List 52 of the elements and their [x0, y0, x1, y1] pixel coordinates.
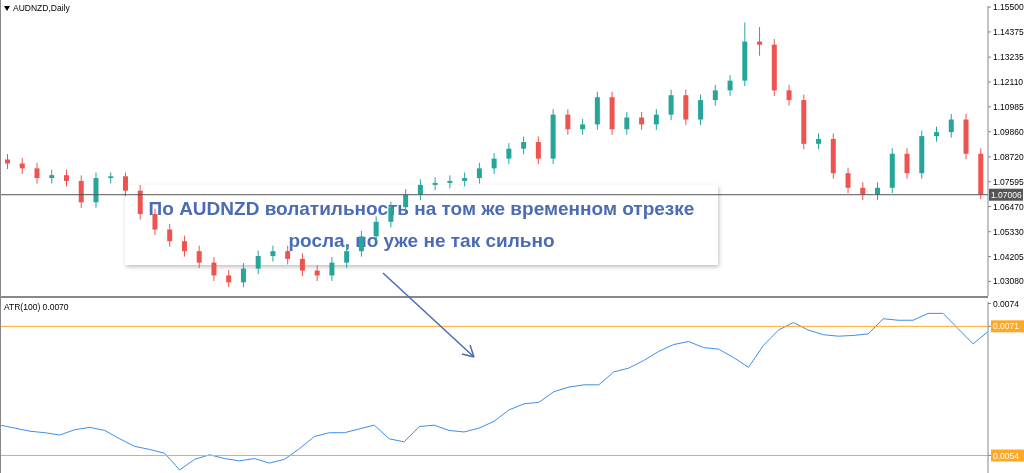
y-tick-label: 0.0071 — [993, 321, 1020, 332]
candlestick — [757, 26, 763, 57]
candlestick — [535, 136, 541, 165]
candlestick — [698, 94, 704, 126]
candlestick — [196, 245, 202, 269]
candlestick — [137, 184, 143, 221]
chart-title: ATR(100) 0.0070 — [4, 302, 69, 312]
candlestick — [255, 250, 261, 275]
ref-line-label: 1.07006 — [991, 189, 1022, 200]
y-tick-label: 1.12110 — [993, 76, 1024, 87]
y-tick-label: 1.14375 — [993, 26, 1024, 37]
y-tick-label: 1.09860 — [993, 126, 1024, 137]
candlestick — [786, 84, 792, 107]
candlestick — [727, 74, 733, 97]
candlestick — [565, 108, 571, 136]
candlestick — [668, 89, 674, 121]
y-tick-label: 1.04205 — [993, 251, 1024, 262]
candlestick — [299, 252, 305, 277]
candlestick — [624, 111, 630, 136]
candlestick — [447, 174, 453, 189]
candlestick — [432, 176, 438, 191]
candlestick — [417, 178, 423, 201]
candlestick — [78, 174, 84, 209]
y-tick-label: 0.0074 — [993, 298, 1020, 309]
candlestick — [34, 162, 40, 185]
y-tick-label: 1.05330 — [993, 226, 1024, 237]
candlestick — [845, 167, 851, 194]
candlestick — [285, 245, 291, 265]
candlestick — [476, 162, 482, 185]
candlestick — [506, 142, 512, 165]
y-tick-label: 1.07595 — [993, 176, 1024, 187]
y-tick-label: 1.15500 — [993, 2, 1024, 13]
candlestick — [240, 262, 246, 288]
y-tick-label: 0.0054 — [993, 450, 1020, 461]
y-tick-label: 1.10985 — [993, 101, 1024, 112]
candlestick — [211, 256, 217, 282]
candlestick — [181, 235, 187, 258]
y-tick-label: 1.06470 — [993, 201, 1024, 212]
y-tick-label: 1.03080 — [993, 276, 1024, 287]
chart-title: AUDNZD,Daily — [13, 3, 70, 13]
candlestick — [653, 108, 659, 131]
candlestick — [491, 152, 497, 175]
candlestick — [948, 113, 954, 139]
candlestick — [270, 245, 276, 263]
line-series — [0, 312, 989, 471]
candlestick — [122, 172, 128, 197]
candlestick — [167, 223, 173, 248]
y-tick-label: 1.08720 — [993, 151, 1024, 162]
candlestick — [904, 147, 910, 180]
candlestick — [712, 84, 718, 107]
candlestick — [329, 256, 335, 282]
y-tick-label: 1.13235 — [993, 52, 1024, 63]
